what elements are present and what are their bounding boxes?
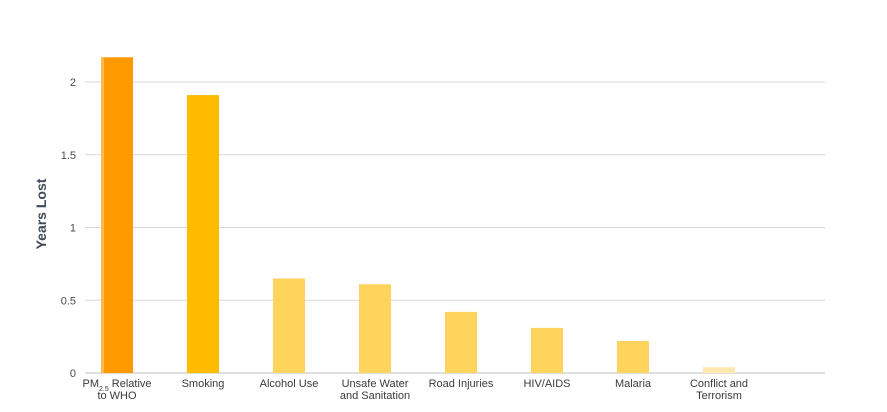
x-tick-label: Road Injuries xyxy=(429,378,494,390)
bars xyxy=(101,57,735,373)
bar xyxy=(617,340,649,373)
bar xyxy=(703,367,735,373)
x-tick-label: HIV/AIDS xyxy=(523,378,570,390)
x-tick-labels: PM2.5 Relative to WHO Smoking Alcohol Use Un… xyxy=(82,378,748,402)
x-tick-label: Conflict and Terrorism xyxy=(690,378,748,402)
bar-highlight xyxy=(101,57,104,373)
x-tick-label: PM2.5 Relative to WHO xyxy=(82,378,151,402)
y-tick-label: 0.5 xyxy=(61,295,76,307)
bar xyxy=(359,284,391,373)
x-tick-label: Malaria xyxy=(615,378,652,390)
y-tick-label: 1.5 xyxy=(61,150,76,162)
y-tick-label: 2 xyxy=(70,77,76,89)
bar xyxy=(187,95,219,373)
y-tick-labels: 0 0.5 1 1.5 2 xyxy=(61,77,76,380)
bar xyxy=(445,311,477,373)
bar xyxy=(273,278,305,373)
bar xyxy=(101,57,133,373)
x-tick-label: Unsafe Water and Sanitation xyxy=(340,378,410,402)
x-tick-label: Smoking xyxy=(182,378,225,390)
y-tick-label: 0 xyxy=(70,368,76,380)
y-tick-label: 1 xyxy=(70,223,76,235)
bar xyxy=(531,327,563,373)
x-tick-label: Alcohol Use xyxy=(260,378,319,390)
y-axis-title: Years Lost xyxy=(33,178,49,249)
